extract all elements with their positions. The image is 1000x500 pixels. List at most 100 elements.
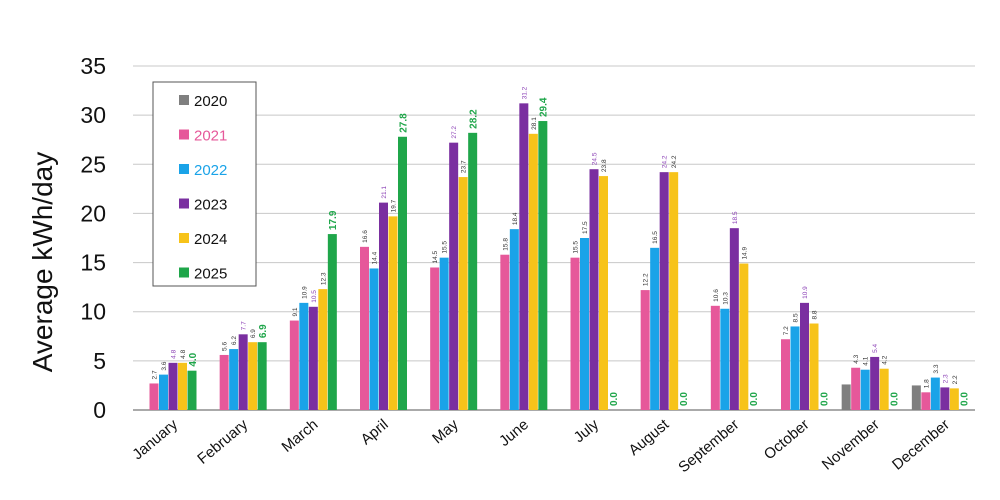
y-axis-label: Average kWh/day: [27, 152, 58, 373]
data-label: 2.3: [942, 374, 949, 383]
data-label: 19.7: [391, 199, 398, 212]
bar-2022-june: [509, 229, 519, 410]
y-tick-label: 10: [80, 299, 106, 325]
data-label: 4.1: [863, 356, 870, 365]
data-label: 9.1: [292, 307, 299, 316]
data-label: 12.2: [643, 273, 650, 286]
bar-2021-august: [640, 290, 650, 410]
bar-2022-march: [299, 302, 309, 410]
bar-2025-february: [257, 342, 267, 410]
bar-2024-october: [809, 323, 819, 410]
data-label: 7.2: [783, 326, 790, 335]
bar-2024-april: [388, 216, 398, 410]
data-label: 7.7: [241, 321, 248, 330]
bar-2024-june: [528, 133, 538, 410]
data-label: 29.4: [539, 97, 550, 117]
bar-2024-november: [879, 368, 889, 410]
data-label: 1.8: [923, 379, 930, 388]
data-label: 3.3: [933, 364, 940, 373]
bar-2022-february: [229, 349, 239, 410]
bar-2022-april: [369, 268, 379, 410]
data-label: 31.2: [521, 86, 528, 99]
x-tick-label: July: [571, 416, 603, 446]
data-label: 17.5: [582, 221, 589, 234]
data-label: 21.1: [381, 186, 388, 199]
y-tick-label: 5: [93, 348, 106, 374]
data-label: 16.5: [652, 231, 659, 244]
bar-2022-may: [439, 257, 449, 410]
data-label: 8.5: [793, 313, 800, 322]
data-label: 15.5: [573, 241, 580, 254]
bar-2024-august: [669, 172, 679, 410]
data-labels: 2.73.64.8 4.8 4.05.66.27.76.9 6.99.110.9 10.…: [152, 86, 971, 406]
legend-swatch-2023: [179, 198, 189, 209]
data-label: 15.8: [502, 238, 509, 251]
bar-2021-september: [710, 305, 720, 410]
bar-2023-october: [800, 302, 809, 410]
legend-swatch-2021: [179, 129, 189, 140]
data-label: 4.8: [180, 349, 187, 358]
bar-2024-may: [458, 177, 468, 410]
bar-2021-october: [781, 339, 790, 410]
bar-2021-may: [430, 267, 440, 410]
data-label: 14.5: [432, 250, 439, 263]
data-label: 5.4: [872, 344, 879, 353]
data-label: 16.6: [362, 230, 369, 243]
x-axis-ticks: January February March April May June July Augu…: [129, 416, 953, 477]
data-label: 23.8: [601, 159, 608, 172]
data-label: 2.7: [152, 370, 159, 379]
bar-2023-march: [308, 306, 318, 410]
bar-2022-july: [580, 238, 589, 410]
data-label: 6.9: [258, 324, 269, 338]
x-tick-label: December: [889, 416, 953, 474]
y-tick-label: 25: [80, 151, 106, 177]
data-label: 27.2: [451, 126, 458, 139]
grid-lines: [133, 65, 975, 411]
data-label: 0.0: [819, 392, 830, 406]
legend-label-2022: 2022: [194, 162, 227, 179]
data-label: 10.9: [301, 286, 308, 299]
x-tick-label: February: [194, 416, 251, 468]
y-tick-label: 20: [80, 200, 106, 226]
bar-2025-april: [398, 136, 407, 410]
data-label: 18.5: [732, 211, 739, 224]
bar-2024-january: [178, 362, 187, 410]
data-label: 24.2: [671, 155, 678, 168]
data-label: 10.5: [311, 290, 318, 303]
bar-2021-january: [149, 383, 159, 410]
data-label: 6.2: [231, 336, 238, 345]
bar-2021-april: [360, 246, 369, 410]
y-tick-label: 0: [93, 397, 106, 423]
x-tick-label: June: [496, 416, 532, 450]
legend-swatch-2020: [179, 95, 189, 105]
data-label: 4.3: [853, 354, 860, 363]
y-tick-label: 30: [80, 102, 106, 128]
x-tick-label: October: [761, 416, 813, 463]
bar-2025-january: [187, 370, 197, 410]
bar-2022-november: [860, 369, 870, 410]
bar-2024-february: [248, 342, 258, 410]
bar-2022-september: [720, 308, 730, 410]
bar-2024-july: [599, 176, 608, 410]
data-label: 0.0: [679, 392, 690, 406]
bar-2022-august: [650, 247, 660, 410]
bar-2021-november: [851, 367, 861, 410]
bar-2023-july: [589, 169, 599, 410]
y-axis-ticks: 0 5 10 15 20 25 30 35: [80, 53, 106, 423]
bar-2024-march: [318, 289, 328, 410]
data-label: 24.5: [592, 152, 599, 165]
bar-2021-june: [500, 254, 510, 410]
bar-2023-april: [379, 202, 388, 410]
y-tick-label: 35: [80, 53, 106, 79]
bar-2025-june: [538, 121, 548, 410]
data-label: 14.9: [741, 247, 748, 260]
data-label: 0.0: [889, 392, 900, 406]
legend-label-2025: 2025: [194, 266, 227, 283]
bars: [149, 103, 959, 411]
data-label: 15.5: [442, 241, 449, 254]
data-label: 12.3: [320, 272, 327, 285]
legend-swatch-2024: [179, 233, 189, 243]
bar-2020-december: [911, 385, 921, 410]
data-label: 10.9: [802, 286, 809, 299]
data-label: 4.2: [882, 355, 889, 364]
